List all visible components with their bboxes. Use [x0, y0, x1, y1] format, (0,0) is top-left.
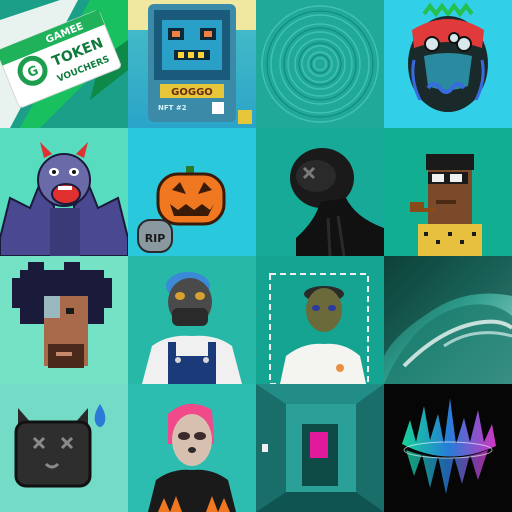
- dark-figure-art: [290, 148, 384, 256]
- tile-pumpkin-rip[interactable]: RIP: [128, 128, 256, 256]
- tile-black-cat[interactable]: [0, 384, 128, 512]
- tile-tribal-mask[interactable]: [384, 0, 512, 128]
- tribal-mask-art: [408, 2, 488, 112]
- tile-gamee-token-vouchers[interactable]: G GAMEE TOKEN VOUCHERS: [0, 0, 128, 128]
- hallway-door-art: [256, 384, 384, 512]
- tile-pink-sloth[interactable]: [128, 384, 256, 512]
- pumpkin-rip-art: RIP: [137, 166, 226, 253]
- card-title-text: GOGGO: [171, 87, 213, 98]
- tile-ripple-abstract[interactable]: [256, 0, 384, 128]
- bat-ape-art: [0, 142, 128, 256]
- gamee-voucher-art: G GAMEE TOKEN VOUCHERS: [0, 0, 128, 128]
- neon-spikes-art: [402, 398, 496, 494]
- tile-neon-spikes[interactable]: [384, 384, 512, 512]
- tile-pixel-curly-hair[interactable]: [0, 256, 128, 384]
- pixel-robot-art: GOGGO NFT #2: [128, 0, 256, 124]
- framed-figure-art: [269, 273, 369, 384]
- pixel-curly-hair-art: [12, 262, 112, 368]
- tile-hallway-door[interactable]: [256, 384, 384, 512]
- ocean-wave-art: [384, 256, 512, 384]
- card-code-text: NFT #2: [158, 104, 187, 112]
- pixel-pipe-man-art: [410, 154, 482, 256]
- tile-ocean-wave[interactable]: [384, 256, 512, 384]
- tile-masked-overalls[interactable]: [128, 256, 256, 384]
- tombstone-text: RIP: [145, 232, 166, 245]
- masked-overalls-art: [142, 272, 242, 384]
- black-cat-art: [14, 404, 106, 488]
- pink-sloth-art: [148, 403, 236, 512]
- tile-framed-figure[interactable]: [256, 256, 384, 384]
- tile-dark-figure[interactable]: [256, 128, 384, 256]
- tile-pixel-robot-card[interactable]: GOGGO NFT #2: [128, 0, 256, 128]
- tile-pixel-pipe-man[interactable]: [384, 128, 512, 256]
- ripple-art: [261, 5, 379, 123]
- gamee-logo-text: G: [25, 63, 41, 81]
- tile-bat-ape[interactable]: [0, 128, 128, 256]
